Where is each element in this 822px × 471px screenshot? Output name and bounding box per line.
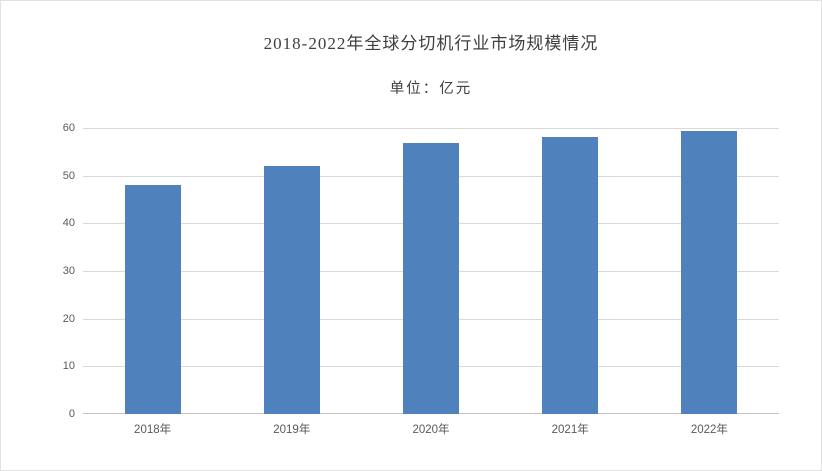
x-tick-label-2022: 2022年 <box>690 424 728 436</box>
bar-2022 <box>681 131 738 414</box>
y-tick-label-40: 40 <box>62 217 75 230</box>
y-tick-label-30: 30 <box>62 265 75 277</box>
y-tick-label-20: 20 <box>62 312 75 325</box>
x-tick-label-2021: 2021年 <box>551 424 589 436</box>
y-tick-label-10: 10 <box>62 360 75 373</box>
x-tick-label-2020: 2020年 <box>412 424 450 436</box>
y-gridline-60 <box>83 128 779 129</box>
x-tick-label-2019: 2019年 <box>273 424 311 436</box>
bar-2019 <box>263 166 320 414</box>
y-tick-label-0: 0 <box>68 408 75 420</box>
bar-2018 <box>124 185 181 414</box>
plot-area: 0 10 20 30 40 50 60 2018年 2019年 2020年 2021年 2022年 <box>63 122 779 436</box>
chart-title: 2018-2022年全球分切机行业市场规模情况 <box>263 34 599 53</box>
x-tick-label-2018: 2018年 <box>134 424 172 436</box>
bar-2021 <box>542 136 599 414</box>
chart-unit-subtitle: 单位：亿元 <box>389 81 473 97</box>
y-tick-label-50: 50 <box>62 169 75 182</box>
y-tick-label-60: 60 <box>62 122 75 134</box>
bar-2020 <box>403 143 459 414</box>
